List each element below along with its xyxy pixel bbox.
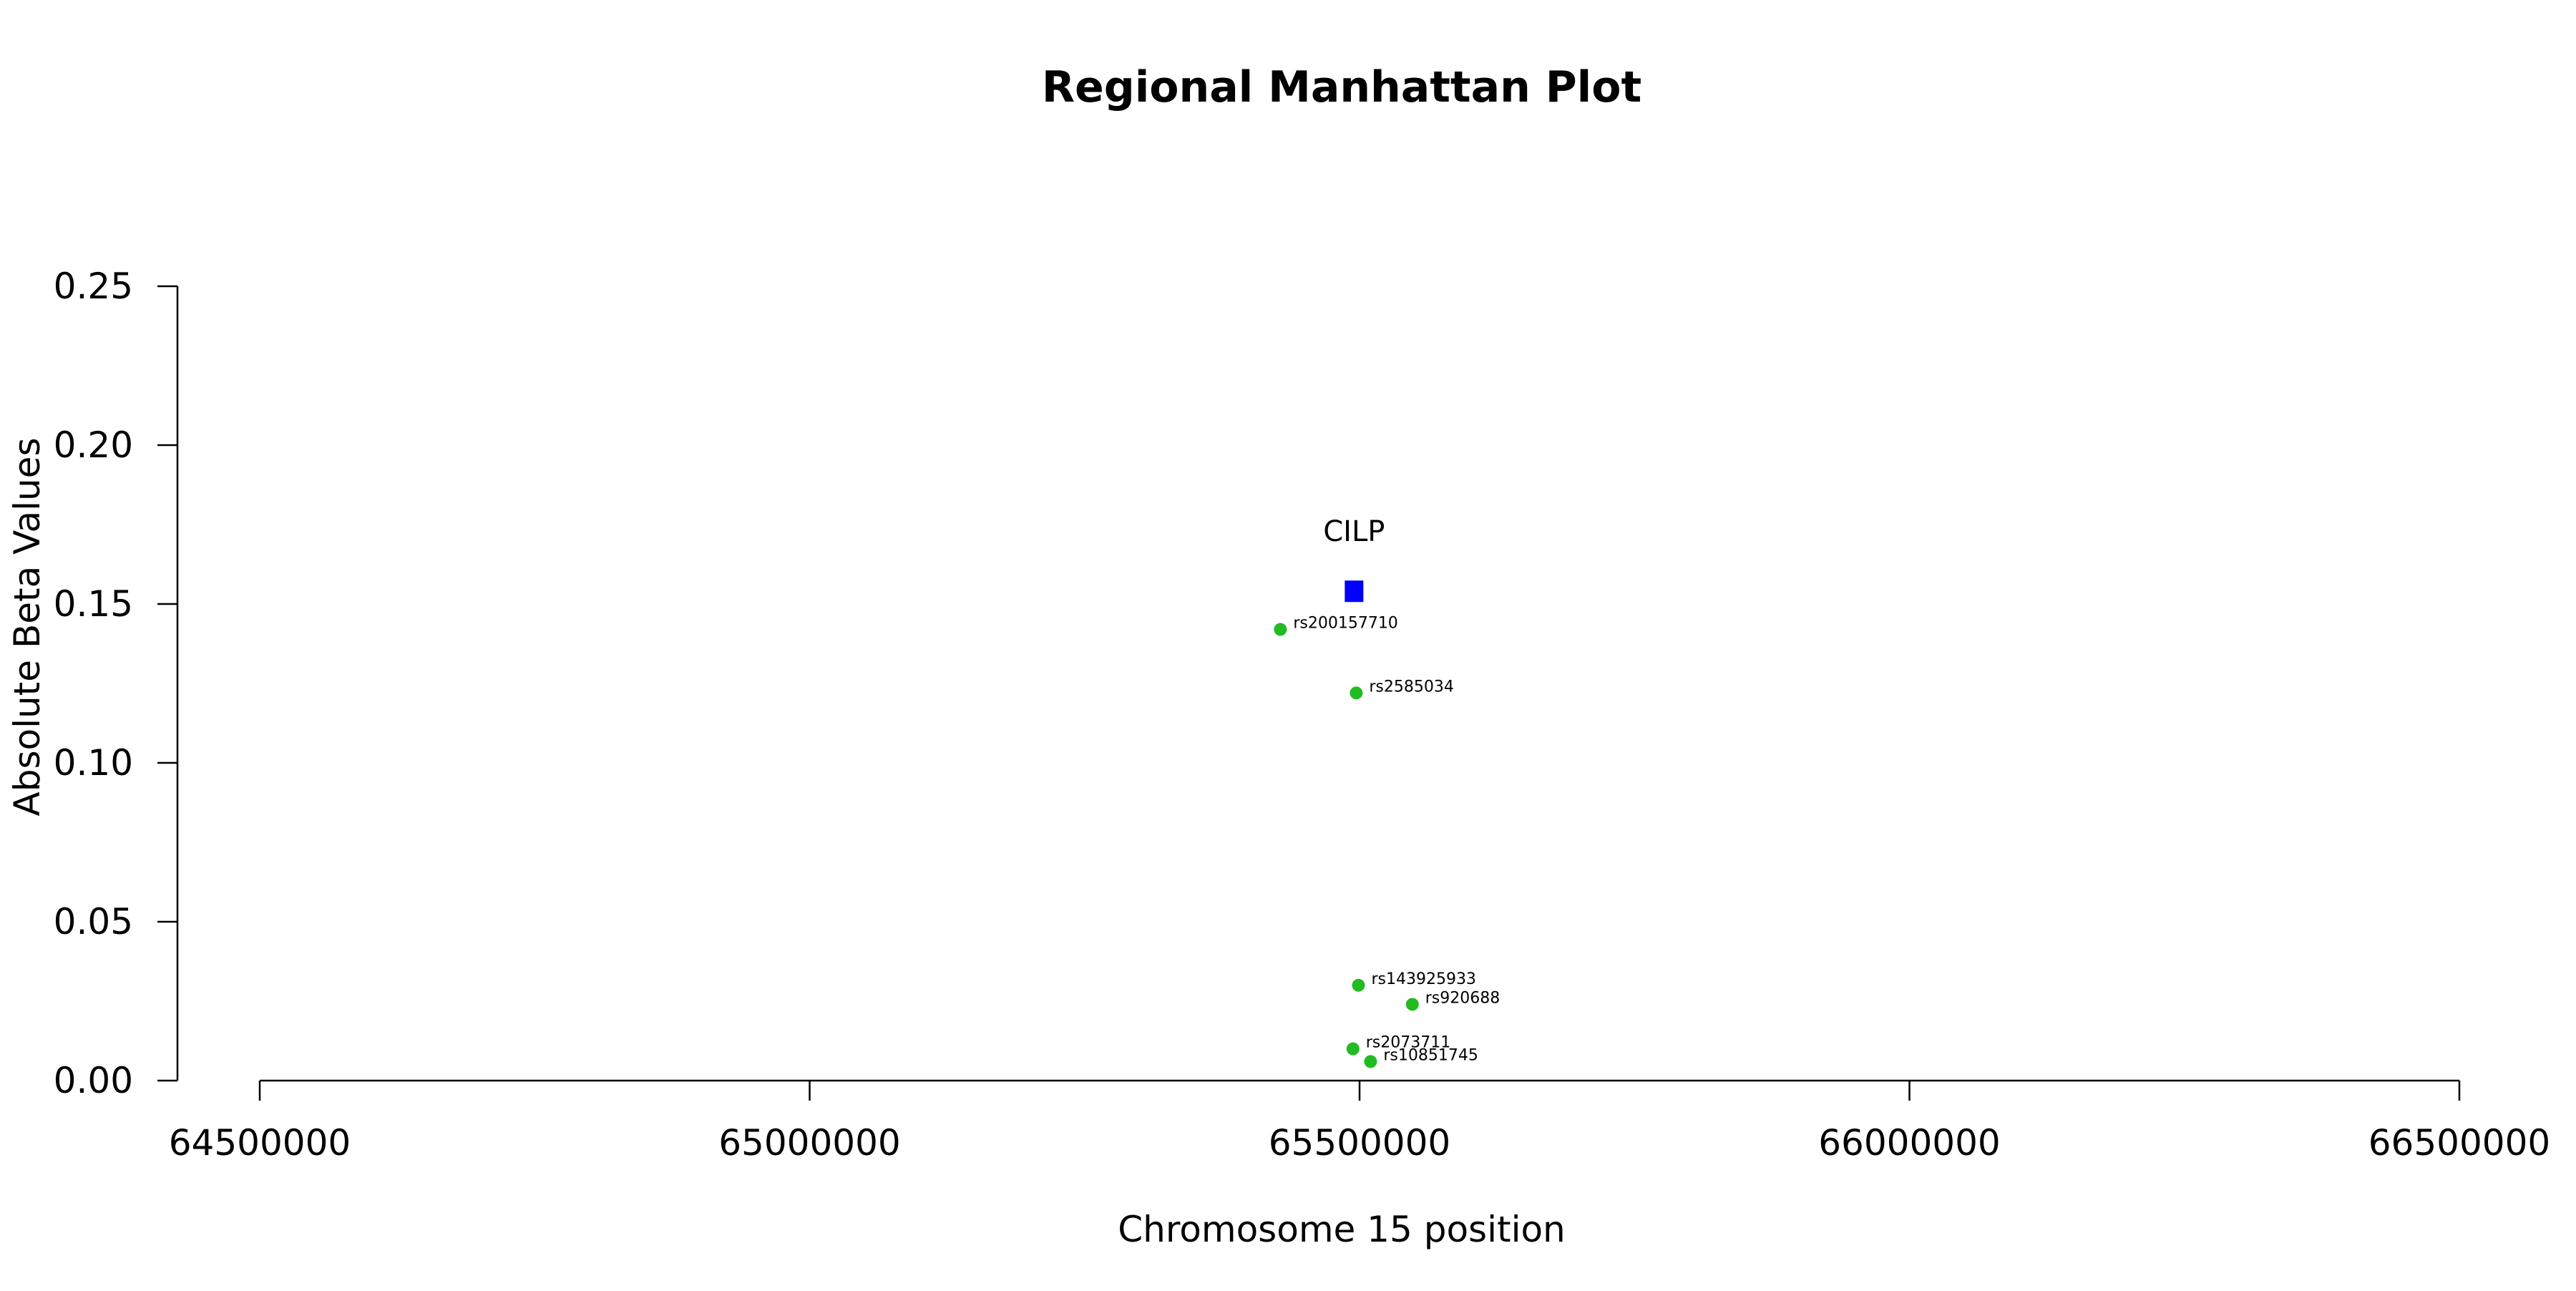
snp-point [1364,1055,1377,1068]
gene-marker [1345,580,1364,603]
y-tick-label: 0.10 [54,742,133,784]
snp-label: rs920688 [1425,989,1500,1007]
snp-point [1352,978,1365,992]
x-tick-label: 65500000 [1269,1122,1451,1164]
x-tick-label: 64500000 [169,1122,351,1164]
axes: 0.00 0.05 0.10 0.15 0.20 0.25 64500000 65000000… [54,265,2551,1164]
y-axis-label: Absolute Beta Values [6,438,48,817]
data-marks: CILP rs200157710 rs2585034 rs143925933rs920… [1274,515,1500,1068]
y-tick-label: 0.00 [54,1060,133,1101]
snp-label: rs200157710 [1293,615,1397,633]
gene-label: CILP [1323,515,1385,548]
snp-label: rs2073711 [1366,1034,1451,1052]
snp-point [1274,623,1287,636]
snp-point [1350,686,1363,700]
snp-label: rs2585034 [1369,678,1454,696]
y-tick-label: 0.20 [54,424,133,466]
y-tick-label: 0.15 [54,583,133,625]
chart-title: Regional Manhattan Plot [1042,62,1641,112]
x-axis-label: Chromosome 15 position [1118,1209,1566,1250]
snp-label: rs143925933 [1371,970,1475,988]
y-tick-label: 0.25 [54,265,133,307]
x-tick-label: 66500000 [2368,1122,2551,1164]
x-tick-label: 65000000 [718,1122,901,1164]
snp-label: rs10851745 [1383,1046,1478,1064]
snp-point [1405,998,1419,1011]
x-tick-label: 66000000 [1818,1122,2001,1164]
snp-point [1346,1042,1360,1056]
y-tick-label: 0.05 [54,901,133,942]
